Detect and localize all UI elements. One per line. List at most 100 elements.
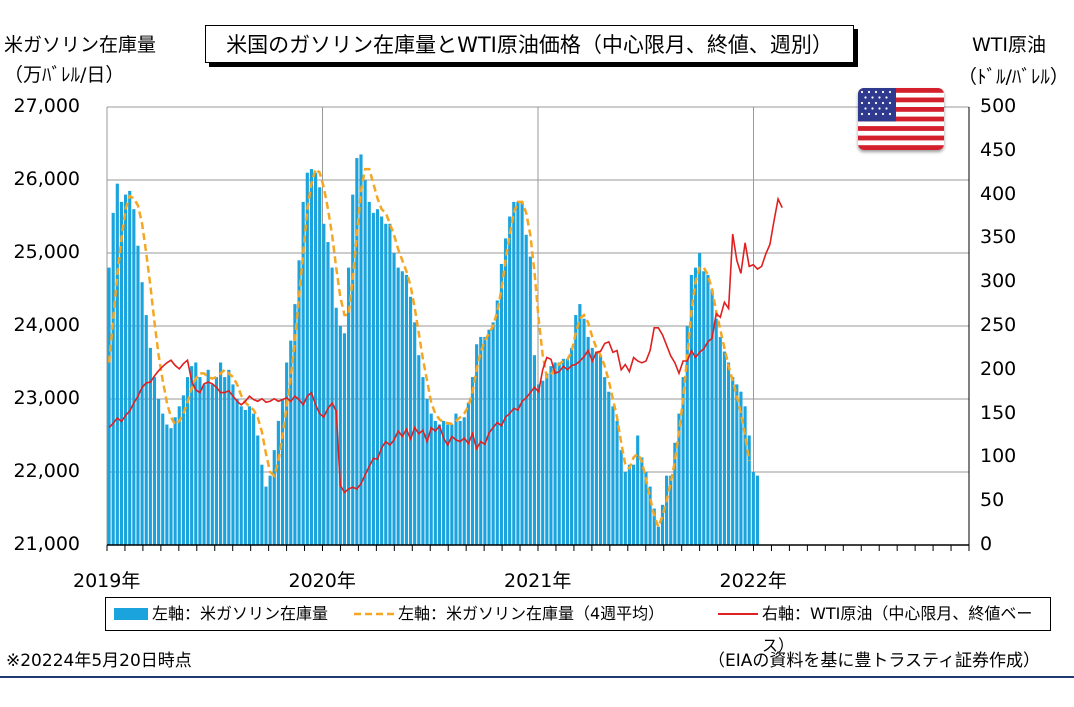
footnote-source: （EIAの資料を基に豊トラスティ証券作成） — [708, 651, 1041, 671]
inventory-bar — [458, 420, 462, 545]
bottom-rule — [0, 676, 1074, 678]
inventory-bar — [553, 362, 557, 545]
inventory-bar — [318, 187, 322, 546]
inventory-bar — [297, 260, 301, 545]
inventory-bar — [751, 472, 755, 545]
inventory-bar — [755, 475, 760, 545]
inventory-bar — [743, 406, 747, 545]
left-axis-tick-label: 24,000 — [13, 314, 80, 336]
inventory-bar — [359, 154, 363, 545]
inventory-bar — [227, 369, 231, 545]
inventory-bar — [338, 326, 342, 545]
footnote-date: ※20224年5月20日時点 — [6, 651, 192, 671]
inventory-bar — [499, 263, 503, 545]
inventory-bar — [173, 417, 177, 545]
inventory-bar — [623, 472, 627, 545]
right-axis-tick-label: 450 — [980, 138, 1017, 161]
inventory-bar — [528, 256, 532, 545]
chart-title: 米国のガソリン在庫量とWTI原油価格（中心限月、終値、週別） — [205, 25, 854, 63]
x-axis-tick-label: 2021年 — [504, 570, 572, 592]
inventory-bar — [223, 377, 227, 545]
inventory-bar — [371, 212, 375, 545]
inventory-bar — [549, 366, 553, 545]
inventory-bar — [706, 274, 710, 545]
inventory-bar — [388, 223, 392, 546]
inventory-bar — [421, 377, 425, 545]
inventory-bar — [235, 399, 239, 545]
inventory-bar — [260, 464, 264, 545]
inventory-bar — [503, 238, 508, 545]
inventory-bar — [268, 475, 272, 545]
inventory-bar — [400, 271, 404, 545]
inventory-bar — [652, 508, 656, 545]
inventory-bar — [169, 428, 173, 545]
inventory-bar — [252, 413, 256, 545]
inventory-bar — [710, 289, 714, 545]
inventory-bar — [231, 384, 235, 545]
inventory-bar — [219, 362, 223, 545]
inventory-average-path — [107, 166, 751, 531]
inventory-bar — [128, 190, 132, 545]
inventory-bar — [313, 172, 318, 545]
inventory-bar — [152, 377, 157, 545]
inventory-bar — [408, 296, 413, 545]
inventory-bar — [214, 377, 219, 545]
inventory-bar — [669, 475, 673, 545]
inventory-bar — [285, 362, 289, 545]
right-axis-tick-label: 150 — [980, 401, 1017, 424]
x-axis-tick-label: 2020年 — [288, 570, 356, 592]
right-axis-tick-label: 300 — [980, 270, 1017, 293]
inventory-bar — [470, 377, 475, 545]
inventory-bar — [177, 406, 181, 545]
right-axis-tick-label: 0 — [980, 533, 993, 555]
inventory-bar — [532, 355, 537, 545]
inventory-bar — [392, 253, 396, 545]
inventory-bar — [685, 326, 689, 545]
inventory-bar — [665, 475, 669, 545]
left-axis-tick-label: 22,000 — [13, 460, 80, 482]
legend-bar-label: 左軸：米ガソリン在庫量 — [152, 604, 329, 623]
inventory-bar — [190, 366, 194, 545]
inventory-bar — [148, 347, 152, 545]
us-flag-icon — [858, 88, 944, 150]
inventory-bar — [161, 413, 165, 545]
inventory-bar — [578, 304, 582, 545]
inventory-bar — [636, 435, 640, 545]
inventory-4wk-average-line — [107, 166, 751, 531]
inventory-bar — [627, 464, 632, 545]
inventory-bar — [735, 384, 739, 545]
inventory-bar — [124, 194, 128, 545]
inventory-bar — [698, 253, 702, 545]
inventory-bar — [132, 209, 136, 545]
inventory-bar — [541, 380, 545, 545]
inventory-bar — [508, 216, 512, 545]
chart-legend: 左軸：米ガソリン在庫量 左軸：米ガソリン在庫量（4週平均） 右軸：WTI原油（中… — [105, 597, 1051, 655]
inventory-bar — [413, 322, 417, 545]
inventory-bar — [115, 183, 119, 545]
inventory-bar — [512, 201, 516, 545]
inventory-bar — [247, 406, 252, 545]
inventory-bar — [681, 377, 685, 545]
inventory-bar — [677, 413, 681, 545]
inventory-bar — [239, 406, 243, 545]
inventory-bar — [483, 336, 487, 545]
legend-dash-label: 左軸：米ガソリン在庫量（4週平均） — [398, 604, 665, 623]
right-axis-title-line1: WTI原油 — [972, 34, 1046, 56]
inventory-bar — [396, 267, 400, 545]
chart-axes — [106, 107, 970, 551]
inventory-bar — [582, 318, 586, 545]
inventory-bar — [586, 336, 590, 545]
legend-line-label: 右軸：WTI原油（中心限月、終値ベース） — [762, 604, 1033, 655]
wti-price-path — [108, 196, 783, 494]
inventory-bar — [210, 384, 214, 545]
inventory-bar — [466, 402, 470, 545]
inventory-bar — [384, 223, 388, 546]
inventory-bar — [330, 267, 334, 545]
left-axis-tick-label: 21,000 — [13, 533, 80, 555]
inventory-bar — [380, 216, 384, 545]
legend-dash-swatch — [354, 612, 394, 616]
right-axis-tick-label: 50 — [980, 489, 1005, 512]
inventory-bar — [611, 406, 615, 545]
left-axis-title-line1: 米ガソリン在庫量 — [4, 34, 157, 56]
